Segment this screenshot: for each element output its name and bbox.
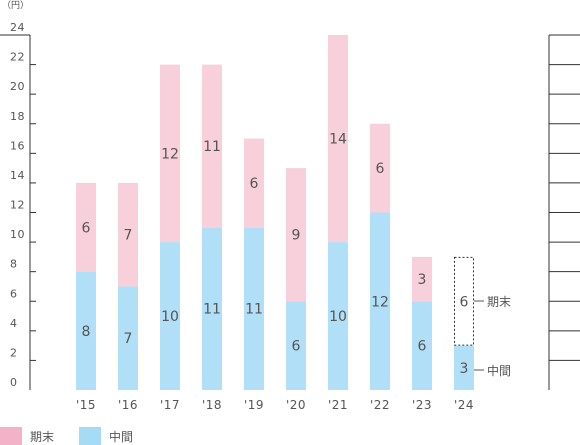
y-tick-label: 10 bbox=[10, 228, 25, 241]
bar-interim bbox=[118, 286, 138, 390]
bar-interim bbox=[244, 227, 264, 390]
bar-interim bbox=[202, 227, 222, 390]
data-label-interim: 8 bbox=[82, 324, 91, 340]
y-tick-label: 4 bbox=[10, 317, 18, 330]
data-label-interim: 6 bbox=[292, 339, 301, 355]
data-label-year-end: 12 bbox=[161, 146, 179, 162]
bar-interim bbox=[76, 271, 96, 390]
annotations: 期末 中間 bbox=[474, 295, 511, 378]
y-tick-label: 24 bbox=[10, 21, 25, 34]
data-label-year-end: 6 bbox=[460, 294, 469, 310]
bar-interim bbox=[160, 242, 180, 390]
x-tick-label: '18 bbox=[202, 398, 222, 412]
y-tick-label: 0 bbox=[10, 376, 18, 389]
legend-label-end: 期末 bbox=[30, 430, 54, 444]
y-unit-label: （円） bbox=[2, 0, 29, 11]
x-tick-label: '22 bbox=[370, 398, 390, 412]
x-tick-label: '24 bbox=[454, 398, 474, 412]
y-tick-label: 8 bbox=[10, 258, 18, 271]
x-tick-label: '20 bbox=[286, 398, 306, 412]
data-label-interim: 11 bbox=[203, 302, 221, 318]
bar-year-end bbox=[244, 138, 264, 228]
y-tick-label: 14 bbox=[10, 169, 25, 182]
y-tick-label: 6 bbox=[10, 287, 18, 300]
bars: 8 6 7 7 10 12 11 11 11 6 6 9 10 14 12 6 6 3 3 6 bbox=[76, 35, 474, 390]
annotation-interim: 中間 bbox=[487, 363, 511, 378]
bar-year-end bbox=[370, 123, 390, 213]
bar-interim bbox=[454, 345, 474, 390]
y-tick-label: 18 bbox=[10, 110, 25, 123]
data-label-year-end: 14 bbox=[329, 132, 347, 148]
x-tick-label: '23 bbox=[412, 398, 432, 412]
bar-year-end bbox=[160, 64, 180, 243]
bar-interim bbox=[328, 242, 348, 390]
x-tick-label: '19 bbox=[244, 398, 264, 412]
x-tick-labels: '15 '16 '17 '18 '19 '20 '21 '22 '23 '24 bbox=[76, 398, 474, 412]
legend-label-interim: 中間 bbox=[109, 429, 133, 444]
x-tick-label: '15 bbox=[76, 398, 96, 412]
bar-year-end bbox=[202, 64, 222, 228]
data-label-year-end: 6 bbox=[82, 220, 91, 236]
data-label-interim: 3 bbox=[460, 361, 469, 377]
data-label-year-end: 6 bbox=[376, 161, 385, 177]
annotation-end: 期末 bbox=[487, 295, 511, 309]
bar-year-end bbox=[118, 182, 138, 287]
data-label-year-end: 7 bbox=[124, 228, 133, 244]
data-label-interim: 7 bbox=[124, 331, 133, 347]
y-tick-label: 16 bbox=[10, 139, 25, 152]
bar-interim bbox=[412, 301, 432, 390]
x-tick-label: '21 bbox=[328, 398, 348, 412]
legend: 期末 中間 bbox=[0, 427, 133, 445]
y-tick-label: 12 bbox=[10, 199, 25, 212]
y-tick-label: 20 bbox=[10, 80, 25, 93]
bar-interim bbox=[370, 212, 390, 390]
bar-year-end bbox=[328, 35, 348, 243]
data-label-year-end: 6 bbox=[250, 176, 259, 192]
data-label-interim: 12 bbox=[371, 294, 389, 310]
data-label-interim: 10 bbox=[329, 309, 347, 325]
data-label-interim: 10 bbox=[161, 309, 179, 325]
data-label-interim: 11 bbox=[245, 302, 263, 318]
x-tick-label: '17 bbox=[160, 398, 180, 412]
legend-swatch-end bbox=[0, 427, 22, 445]
data-label-year-end: 3 bbox=[418, 272, 427, 288]
data-label-year-end: 11 bbox=[203, 139, 221, 155]
bar-year-end bbox=[286, 168, 306, 302]
legend-swatch-interim bbox=[79, 427, 101, 445]
x-tick-label: '16 bbox=[118, 398, 138, 412]
y-tick-label: 22 bbox=[10, 51, 25, 64]
bar-year-end bbox=[76, 182, 96, 272]
bar-year-end-forecast bbox=[454, 256, 474, 346]
data-label-interim: 6 bbox=[418, 339, 427, 355]
bar-year-end bbox=[412, 256, 432, 302]
y-tick-label: 2 bbox=[10, 346, 18, 359]
data-label-year-end: 9 bbox=[292, 228, 301, 244]
bar-interim bbox=[286, 301, 306, 390]
